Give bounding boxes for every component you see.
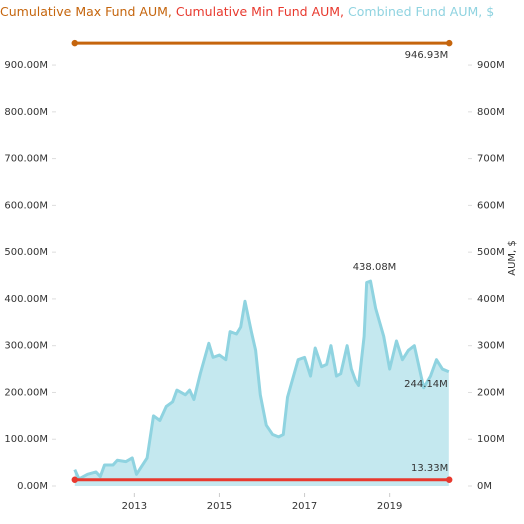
x-tick-label: 2017 [292, 501, 317, 512]
y-tick-label: 100.00M [4, 434, 48, 445]
y2-tick-label: 100M [477, 434, 505, 445]
y-tick-label: 700.00M [4, 154, 48, 165]
y2-tick-label: 500M [477, 247, 505, 258]
area [74, 281, 449, 486]
chart-title: Cumulative Max Fund AUM, Cumulative Min … [0, 4, 494, 19]
area-line [73, 279, 450, 481]
x-tick-label: 2015 [207, 501, 232, 512]
y-tick-label: 200.00M [4, 387, 48, 398]
y-tick-label: 600.00M [4, 200, 48, 211]
y-tick-label: 400.00M [4, 294, 48, 305]
value-label: 946.93M [405, 50, 449, 61]
point [446, 39, 453, 47]
y2-tick-label: 400M [477, 294, 505, 305]
y2-tick-label: 900M [477, 60, 505, 71]
y2-tick-label: 600M [477, 200, 505, 211]
point [446, 476, 453, 483]
x-tick-label: 2019 [377, 501, 402, 512]
title-part: Combined Fund AUM, $ [348, 4, 494, 19]
y2-tick-label: 200M [477, 387, 505, 398]
value-label: 13.33M [411, 463, 448, 474]
title-part: Cumulative Min Fund AUM, [176, 4, 344, 19]
y-tick-label: 500.00M [4, 247, 48, 258]
title-part: Cumulative Max Fund AUM, [0, 4, 172, 19]
point [71, 476, 78, 483]
y-tick-label: 900.00M [4, 60, 48, 71]
y-tick-label: 800.00M [4, 107, 48, 118]
y2-tick-label: 800M [477, 107, 505, 118]
y2-tick-label: 0M [477, 481, 492, 492]
y-tick-label: 300.00M [4, 341, 48, 352]
y2-tick-label: 700M [477, 154, 505, 165]
y2-axis-label: AUM, $ [507, 240, 518, 276]
point [71, 39, 78, 47]
x-tick-label: 2013 [122, 501, 147, 512]
value-label: 438.08M [353, 262, 397, 273]
value-label: 244.14M [404, 379, 448, 390]
y2-tick-label: 300M [477, 341, 505, 352]
y-tick-label: 0.00M [17, 481, 48, 492]
